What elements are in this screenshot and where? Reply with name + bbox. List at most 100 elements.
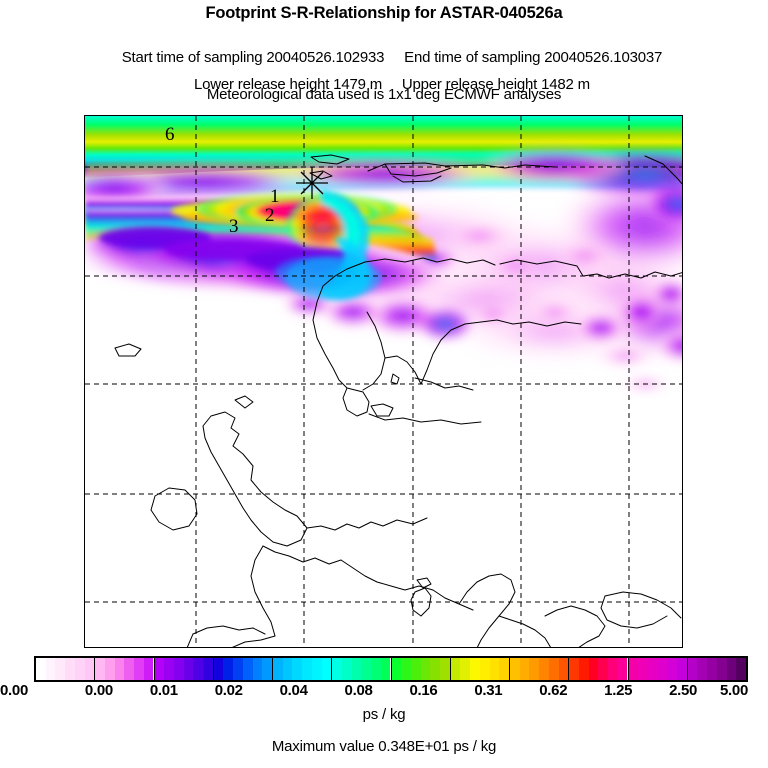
colorbar-band bbox=[84, 658, 95, 680]
colorbar-band bbox=[548, 658, 559, 680]
colorbar-band bbox=[440, 658, 450, 680]
colorbar-band bbox=[569, 658, 579, 680]
colorbar-tick-label: 1.25 bbox=[604, 682, 633, 699]
colorbar-band bbox=[351, 658, 362, 680]
colorbar-band bbox=[677, 658, 687, 680]
plume-age-label: 3 bbox=[229, 216, 239, 237]
colorbar-tick-label: 0.00 bbox=[84, 682, 113, 699]
colorbar-segment bbox=[628, 658, 688, 680]
plume-age-label: 2 bbox=[265, 205, 275, 226]
colorbar-band bbox=[213, 658, 224, 680]
colorbar-band bbox=[183, 658, 194, 680]
colorbar-band bbox=[558, 658, 569, 680]
end-time-label: End time of sampling 20040526.103037 bbox=[404, 49, 663, 66]
colorbar-band bbox=[519, 658, 530, 680]
colorbar-band bbox=[489, 658, 500, 680]
colorbar-band bbox=[252, 658, 263, 680]
colorbar-band bbox=[420, 658, 431, 680]
met-data-label: Meteorological data used is 1x1 deg ECMW… bbox=[206, 86, 562, 103]
colorbar-band bbox=[74, 658, 85, 680]
colorbar-band bbox=[667, 658, 678, 680]
colorbar-band bbox=[736, 658, 746, 680]
colorbar-band bbox=[391, 658, 402, 680]
colorbar-tick-label: 2.50 bbox=[669, 682, 698, 699]
start-time-label: Start time of sampling 20040526.102933 bbox=[121, 49, 385, 66]
colorbar-band bbox=[262, 658, 272, 680]
colorbar-band bbox=[95, 658, 105, 680]
annotation-overlay bbox=[85, 116, 682, 647]
colorbar-tick-label: 0.04 bbox=[279, 682, 308, 699]
colorbar-band bbox=[598, 658, 609, 680]
colorbar-band bbox=[143, 658, 154, 680]
release-point-star-icon bbox=[296, 167, 328, 199]
colorbar-band bbox=[479, 658, 490, 680]
colorbar-band bbox=[341, 658, 352, 680]
colorbar-segment bbox=[154, 658, 214, 680]
colorbar-band bbox=[628, 658, 639, 680]
colorbar bbox=[34, 656, 748, 682]
colorbar-tick-label: 0.31 bbox=[474, 682, 503, 699]
colorbar-band bbox=[588, 658, 599, 680]
colorbar-band bbox=[233, 658, 243, 680]
colorbar-band bbox=[410, 658, 421, 680]
colorbar-tick-label: 0.08 bbox=[344, 682, 373, 699]
upper-release-height-label: Upper release height 1482 m bbox=[401, 76, 590, 93]
colorbar-band bbox=[45, 658, 56, 680]
colorbar-band bbox=[707, 658, 717, 680]
colorbar-band bbox=[311, 658, 322, 680]
colorbar-band bbox=[657, 658, 668, 680]
colorbar-band bbox=[273, 658, 283, 680]
colorbar-segment bbox=[569, 658, 629, 680]
colorbar-segment bbox=[510, 658, 570, 680]
coastline-overlay bbox=[85, 116, 682, 647]
colorbar-band bbox=[539, 658, 549, 680]
maximum-value-label: Maximum value 0.348E+01 ps / kg bbox=[271, 738, 497, 755]
colorbar-segment bbox=[332, 658, 392, 680]
colorbar-units-label: ps / kg bbox=[362, 706, 406, 723]
colorbar-tick-label: 0.01 bbox=[149, 682, 178, 699]
release-height-row: Lower release height 1479 m Upper releas… bbox=[0, 59, 768, 110]
colorbar-band bbox=[697, 658, 708, 680]
page-title: Footprint S-R-Relationship for ASTAR-040… bbox=[205, 4, 563, 22]
colorbar-band bbox=[134, 658, 144, 680]
colorbar-tick-label: 0.00 bbox=[0, 682, 28, 699]
colorbar-band bbox=[726, 658, 737, 680]
colorbar-band bbox=[124, 658, 135, 680]
colorbar-band bbox=[292, 658, 303, 680]
colorbar-band bbox=[302, 658, 312, 680]
colorbar-segment bbox=[687, 658, 746, 680]
colorbar-band bbox=[332, 658, 342, 680]
colorbar-band bbox=[499, 658, 509, 680]
colorbar-segment bbox=[391, 658, 451, 680]
colorbar-tick-label: 0.62 bbox=[539, 682, 568, 699]
colorbar-segment bbox=[450, 658, 510, 680]
colorbar-segment bbox=[95, 658, 155, 680]
colorbar-band bbox=[164, 658, 174, 680]
colorbar-band bbox=[608, 658, 618, 680]
colorbar-band bbox=[154, 658, 165, 680]
colorbar-band bbox=[193, 658, 204, 680]
colorbar-band bbox=[529, 658, 540, 680]
colorbar-band bbox=[617, 658, 628, 680]
colorbar-band bbox=[114, 658, 125, 680]
colorbar-band bbox=[380, 658, 391, 680]
lower-release-height-label: Lower release height 1479 m bbox=[193, 76, 383, 93]
colorbar-band bbox=[223, 658, 234, 680]
colorbar-band bbox=[430, 658, 441, 680]
colorbar-tick-label: 0.16 bbox=[409, 682, 438, 699]
colorbar-segment bbox=[36, 658, 96, 680]
colorbar-band bbox=[36, 658, 46, 680]
colorbar-band bbox=[450, 658, 461, 680]
colorbar-tick-labels: 0.00 0.00 0.01 0.02 0.04 0.08 0.16 0.31 0.62 1.25… bbox=[0, 682, 768, 702]
colorbar-band bbox=[578, 658, 589, 680]
colorbar-band bbox=[203, 658, 213, 680]
colorbar-band bbox=[65, 658, 75, 680]
footprint-field bbox=[85, 116, 682, 647]
colorbar-band bbox=[242, 658, 253, 680]
map-plot-area: 6 1 2 3 bbox=[84, 115, 683, 648]
colorbar-band bbox=[687, 658, 698, 680]
colorbar-band bbox=[321, 658, 332, 680]
colorbar-band bbox=[361, 658, 372, 680]
colorbar-tick-label: 0.02 bbox=[214, 682, 243, 699]
